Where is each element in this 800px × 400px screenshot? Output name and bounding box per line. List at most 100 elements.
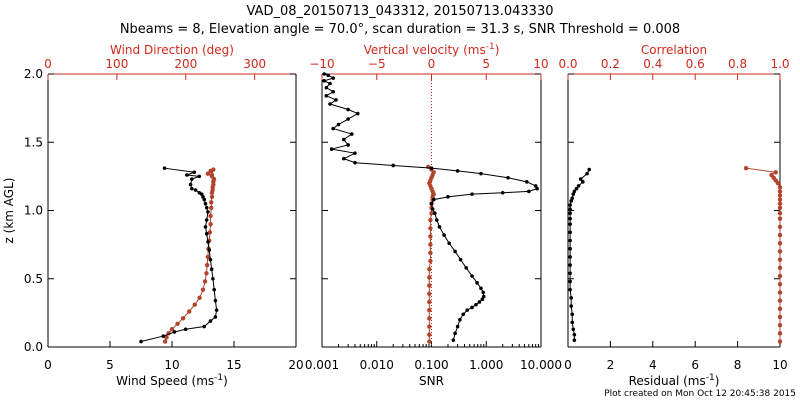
data-point: [475, 281, 479, 285]
data-point: [568, 230, 572, 235]
data-point: [164, 335, 169, 340]
data-point: [777, 314, 783, 320]
y-tick-label: 1.5: [24, 135, 43, 149]
top-tick-label: 5: [482, 57, 490, 71]
data-point: [328, 81, 332, 86]
data-point: [187, 309, 192, 314]
x-tick-label: 4: [649, 358, 657, 372]
x-tick-label: 15: [226, 358, 241, 372]
data-point: [197, 190, 202, 195]
data-point: [331, 126, 335, 131]
data-point: [428, 242, 433, 247]
data-point: [213, 298, 218, 303]
data-point: [211, 167, 216, 172]
data-point: [428, 250, 433, 256]
data-point: [430, 207, 435, 211]
data-point: [458, 317, 462, 322]
data-point: [769, 172, 774, 178]
top-tick-label: −10: [309, 57, 334, 71]
data-point: [568, 222, 572, 226]
data-point: [427, 299, 432, 305]
data-point: [777, 205, 783, 210]
data-point: [391, 163, 396, 168]
data-point: [428, 226, 433, 231]
data-point: [570, 196, 575, 201]
data-point: [162, 166, 167, 170]
top-tick-label: 100: [105, 57, 128, 71]
data-point: [188, 182, 193, 187]
data-point: [743, 165, 749, 171]
series-black: [322, 72, 539, 342]
data-point: [470, 305, 474, 310]
data-point: [571, 192, 576, 196]
data-point: [500, 190, 505, 195]
data-point: [569, 304, 573, 308]
data-point: [451, 338, 456, 342]
data-point: [777, 185, 783, 190]
data-point: [777, 273, 783, 279]
data-point: [569, 296, 573, 300]
top-tick-label: 300: [243, 57, 266, 71]
x-axis-label: SNR: [419, 374, 444, 388]
top-axis-label: Vertical velocity (ms-1): [364, 42, 500, 57]
top-tick-label: −5: [368, 57, 386, 71]
data-point: [777, 216, 783, 221]
data-point: [205, 171, 211, 176]
series-line: [746, 167, 781, 342]
data-point: [581, 180, 585, 184]
data-point: [185, 173, 189, 177]
data-point: [477, 300, 482, 304]
data-point: [481, 290, 486, 295]
data-point: [209, 172, 215, 178]
series-black: [568, 167, 591, 342]
data-point: [326, 73, 331, 78]
data-point: [435, 218, 439, 222]
data-point: [428, 217, 433, 223]
data-point: [572, 338, 577, 342]
data-point: [329, 147, 334, 151]
data-point: [777, 265, 783, 271]
data-point: [777, 322, 783, 328]
top-tick-label: 0: [44, 57, 52, 71]
data-point: [322, 79, 327, 83]
data-point: [334, 98, 338, 102]
x-tick-label: 8: [734, 358, 742, 372]
data-point: [777, 189, 783, 194]
top-tick-label: 0.2: [601, 57, 620, 71]
data-point: [353, 151, 357, 155]
data-point: [568, 216, 572, 221]
top-axis-label: Correlation: [641, 43, 707, 57]
data-point: [777, 282, 783, 287]
data-point: [427, 266, 432, 272]
data-point: [212, 287, 216, 292]
y-axis-label: z (km AGL): [2, 178, 16, 244]
top-tick-label: 200: [174, 57, 197, 71]
data-point: [172, 330, 177, 334]
data-point: [202, 324, 207, 329]
data-point: [572, 332, 577, 337]
data-point: [211, 276, 215, 281]
series-brown: [426, 164, 436, 344]
data-point: [777, 306, 783, 311]
y-tick-label: 1.0: [24, 204, 43, 218]
series-black: [139, 166, 219, 344]
data-point: [324, 94, 329, 98]
data-point: [161, 334, 166, 338]
data-point: [331, 76, 335, 80]
x-tick-label: 0.010: [360, 358, 394, 372]
data-point: [777, 331, 783, 336]
data-point: [568, 246, 572, 251]
data-point: [427, 332, 432, 337]
data-point: [427, 307, 432, 313]
data-point: [162, 339, 168, 344]
data-point: [209, 200, 214, 205]
data-point: [427, 316, 432, 321]
data-point: [470, 274, 474, 278]
data-point: [777, 249, 783, 254]
data-point: [777, 201, 783, 206]
data-point: [569, 199, 573, 203]
data-point: [355, 111, 360, 116]
data-point: [568, 279, 572, 284]
data-point: [568, 238, 572, 243]
data-point: [479, 171, 483, 176]
